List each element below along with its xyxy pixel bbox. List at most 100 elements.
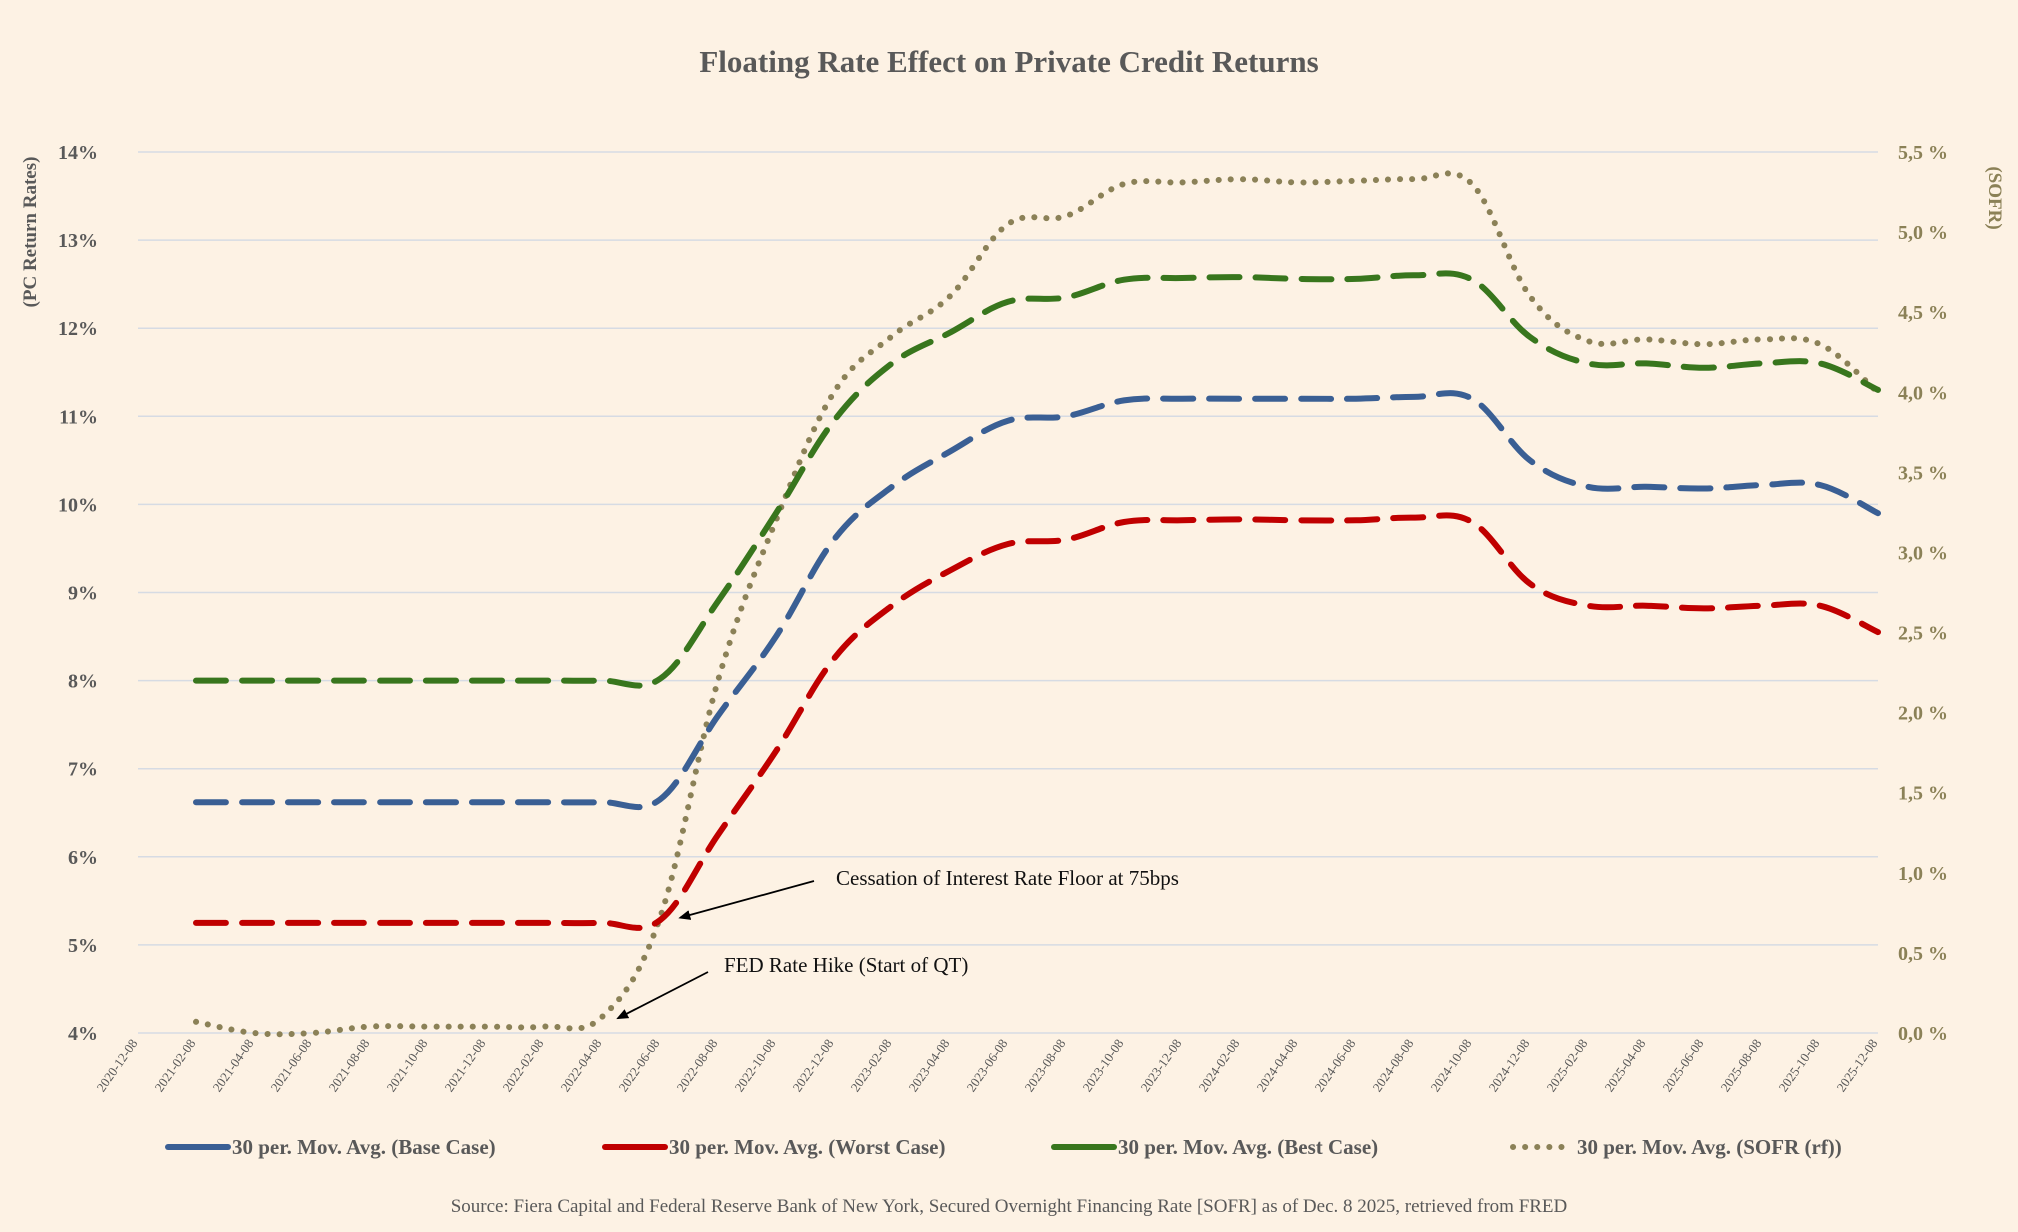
data-point xyxy=(544,802,545,803)
data-point xyxy=(1646,363,1647,364)
y-axis-right: 0,0 % 0,5 % 1,0 % 1,5 % 2,0 % 2,5 % 3,0 % 3,5 %… xyxy=(1898,142,1948,1045)
data-point xyxy=(1008,420,1009,421)
data-point xyxy=(1298,182,1299,183)
data-point xyxy=(1240,277,1241,278)
data-point xyxy=(1588,605,1589,606)
data-point xyxy=(428,922,429,923)
y-tick-label: 11% xyxy=(59,406,98,428)
data-point xyxy=(1008,544,1009,545)
data-point xyxy=(370,680,371,681)
annotations: Cessation of Interest Rate Floor at 75bp… xyxy=(616,866,1179,1020)
series-line xyxy=(193,270,1881,689)
data-point xyxy=(1182,182,1183,183)
data-point xyxy=(486,680,487,681)
data-point xyxy=(1124,522,1125,523)
data-point xyxy=(1124,400,1125,401)
series-1 xyxy=(193,512,1881,931)
data-point xyxy=(1878,389,1879,390)
y-axis-title: (PC Return Rates) xyxy=(20,157,41,308)
data-point xyxy=(196,1021,197,1022)
data-point xyxy=(892,336,893,337)
data-point xyxy=(602,922,603,923)
data-point xyxy=(1472,398,1473,399)
data-point xyxy=(1066,416,1067,417)
data-point xyxy=(1820,363,1821,364)
y-tick-label: 9% xyxy=(68,583,98,605)
data-point xyxy=(1704,344,1705,345)
y2-tick-label: 5,0 % xyxy=(1898,222,1948,244)
legend-label: 30 per. Mov. Avg. (Base Case) xyxy=(232,1135,496,1159)
data-point xyxy=(1704,488,1705,489)
y2-tick-label: 4,0 % xyxy=(1898,382,1948,404)
data-point xyxy=(1356,520,1357,521)
y2-tick-label: 5,5 % xyxy=(1898,142,1948,164)
data-point xyxy=(1240,519,1241,520)
data-point xyxy=(1646,486,1647,487)
data-point xyxy=(1182,277,1183,278)
data-point xyxy=(312,802,313,803)
data-point xyxy=(1414,396,1415,397)
data-point xyxy=(950,332,951,333)
data-point xyxy=(1182,520,1183,521)
data-point xyxy=(1472,522,1473,523)
data-point xyxy=(1530,337,1531,338)
data-point xyxy=(776,636,777,637)
data-point xyxy=(1124,279,1125,280)
data-point xyxy=(834,658,835,659)
data-point xyxy=(254,922,255,923)
data-point xyxy=(370,922,371,923)
data-point xyxy=(1356,180,1357,181)
data-point xyxy=(1356,398,1357,399)
data-point xyxy=(718,834,719,835)
data-point xyxy=(486,802,487,803)
y2-tick-label: 1,0 % xyxy=(1898,863,1948,885)
y2-tick-label: 4,5 % xyxy=(1898,302,1948,324)
data-point xyxy=(312,680,313,681)
data-point xyxy=(1646,605,1647,606)
legend-label: 30 per. Mov. Avg. (Worst Case) xyxy=(669,1135,945,1159)
legend-label: 30 per. Mov. Avg. (Best Case) xyxy=(1118,1135,1378,1159)
data-point xyxy=(1472,184,1473,185)
series-2 xyxy=(193,270,1881,689)
data-point xyxy=(486,922,487,923)
chart-title: Floating Rate Effect on Private Credit R… xyxy=(699,44,1318,79)
data-point xyxy=(776,520,777,521)
data-point xyxy=(1240,179,1241,180)
data-point xyxy=(602,680,603,681)
series-3 xyxy=(193,170,1881,1038)
data-point xyxy=(892,605,893,606)
y2-tick-label: 2,0 % xyxy=(1898,703,1948,725)
data-point xyxy=(1066,539,1067,540)
data-point xyxy=(1762,339,1763,340)
data-point xyxy=(1762,485,1763,486)
annotation-arrow xyxy=(678,880,815,920)
data-point xyxy=(544,922,545,923)
y2-tick-label: 1,5 % xyxy=(1898,783,1948,805)
data-point xyxy=(254,680,255,681)
data-point xyxy=(1356,278,1357,279)
data-point xyxy=(602,1016,603,1017)
data-point xyxy=(1762,605,1763,606)
y2-axis-title: (SOFR) xyxy=(1984,166,2005,229)
data-point xyxy=(834,392,835,393)
y-tick-label: 6% xyxy=(68,847,98,869)
data-point xyxy=(660,799,661,800)
data-point xyxy=(1820,344,1821,345)
data-point xyxy=(1066,216,1067,217)
data-point xyxy=(1878,513,1879,514)
data-point xyxy=(196,922,197,923)
data-point xyxy=(1820,485,1821,486)
series-0 xyxy=(193,390,1881,811)
data-point xyxy=(718,715,719,716)
data-point xyxy=(950,570,951,571)
data-point xyxy=(1240,398,1241,399)
annotation-arrow xyxy=(616,971,709,1020)
data-point xyxy=(1762,363,1763,364)
legend-label: 30 per. Mov. Avg. (SOFR (rf)) xyxy=(1577,1135,1842,1159)
data-point xyxy=(1298,398,1299,399)
data-point xyxy=(950,451,951,452)
series-layer xyxy=(193,170,1881,1038)
data-point xyxy=(370,802,371,803)
data-point xyxy=(1008,301,1009,302)
